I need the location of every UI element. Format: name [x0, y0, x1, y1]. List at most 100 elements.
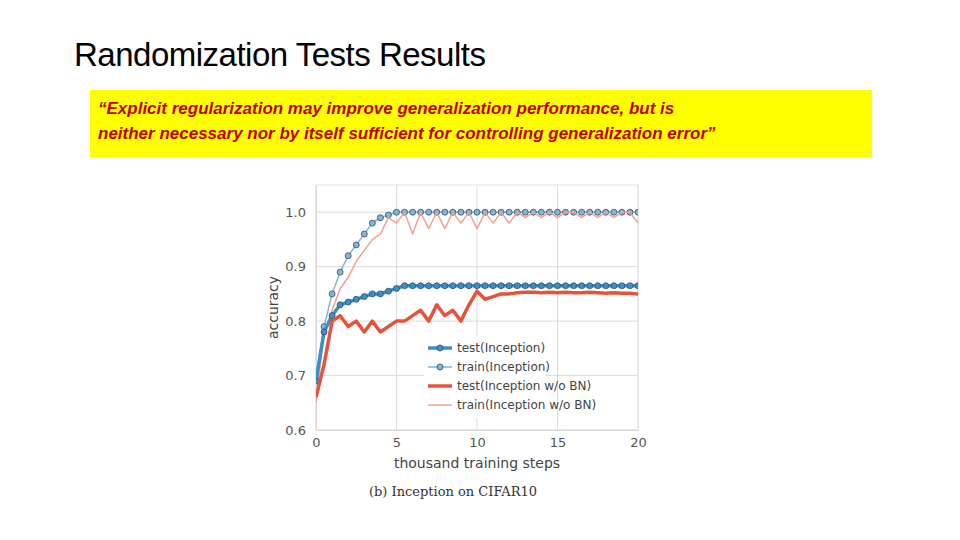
series-marker: [522, 283, 528, 289]
series-marker: [595, 209, 601, 215]
quote-line: “Explicit regularization may improve gen…: [98, 96, 864, 121]
tick-label: 20: [630, 435, 647, 450]
legend-label: test(Inception w/o BN): [457, 379, 591, 393]
x-axis-title: thousand training steps: [394, 455, 560, 471]
series-marker: [635, 283, 638, 289]
series-marker: [426, 283, 432, 289]
series-marker: [450, 283, 456, 289]
series-marker: [474, 283, 480, 289]
series-marker: [603, 283, 609, 289]
series-marker: [611, 209, 617, 215]
series-marker: [385, 288, 391, 294]
series-marker: [490, 209, 496, 215]
series-marker: [530, 283, 536, 289]
tick-label: 0.7: [285, 368, 306, 383]
series-marker: [394, 209, 400, 215]
legend: test(Inception) train(Inception) test(Ince…: [424, 336, 596, 418]
series-marker: [579, 283, 585, 289]
series-marker: [538, 283, 544, 289]
plot-marks: [316, 209, 638, 403]
tick-label: 5: [393, 435, 401, 450]
series-marker: [442, 283, 448, 289]
series-line: [316, 291, 638, 397]
tick: 0.8: [285, 314, 316, 329]
series-marker: [506, 283, 512, 289]
grid-line: [557, 185, 558, 430]
y-axis-title: accuracy: [265, 276, 281, 339]
tick: 0.6: [285, 423, 316, 438]
series-marker: [377, 215, 383, 221]
slide-title: Randomization Tests Results: [74, 36, 485, 74]
series-marker: [345, 253, 351, 259]
series-marker: [555, 209, 561, 215]
series-marker: [611, 283, 617, 289]
series-marker: [458, 209, 464, 215]
tick: 1.0: [285, 205, 316, 220]
tick-label: 0.6: [285, 423, 306, 438]
series-marker: [555, 283, 561, 289]
series-marker: [579, 209, 585, 215]
series-marker: [571, 283, 577, 289]
series-marker: [595, 283, 601, 289]
quote-line: neither necessary nor by itself sufficie…: [98, 121, 864, 146]
series-marker: [563, 283, 569, 289]
legend-swatch: [428, 404, 452, 406]
series-marker: [345, 299, 351, 305]
series-marker: [353, 296, 359, 302]
legend-marker: [437, 364, 443, 370]
series-marker: [627, 283, 633, 289]
series-marker: [619, 283, 625, 289]
tick-label: 0: [312, 435, 320, 450]
tick: 0.9: [285, 259, 316, 274]
series-marker: [361, 231, 367, 237]
x-axis: 0 5 10 15 20: [312, 430, 646, 450]
tick: 0: [312, 430, 320, 450]
series-marker: [474, 209, 480, 215]
series-marker: [418, 283, 424, 289]
series-marker: [329, 291, 335, 297]
quote-box: “Explicit regularization may improve gen…: [90, 90, 872, 157]
series-marker: [546, 283, 552, 289]
tick-label: 10: [469, 435, 486, 450]
grid-line: [316, 321, 638, 322]
series-marker: [514, 283, 520, 289]
series-marker: [402, 283, 408, 289]
plot-background: [316, 185, 638, 430]
series-marker: [369, 220, 375, 226]
series-marker: [490, 283, 496, 289]
legend-label: train(Inception): [457, 360, 550, 374]
chart: 0 5 10 15 20 0.6 0.7 0.8 0.9 1.0 test(Inception) tr…: [0, 0, 960, 540]
tick-label: 0.9: [285, 259, 306, 274]
series-marker: [410, 283, 416, 289]
series-marker: [434, 283, 440, 289]
y-axis: 0.6 0.7 0.8 0.9 1.0: [285, 186, 316, 438]
tick: 20: [630, 430, 647, 450]
series-marker: [361, 294, 367, 300]
series-marker: [635, 209, 638, 215]
series-marker: [337, 302, 343, 308]
legend-label: test(Inception): [457, 341, 545, 355]
series-marker: [587, 283, 593, 289]
series-marker: [369, 291, 375, 297]
grid-line: [316, 266, 638, 267]
tick: 5: [393, 430, 401, 450]
series-marker: [466, 283, 472, 289]
tick: 15: [550, 430, 567, 450]
series-marker: [522, 209, 528, 215]
chart-caption: (b) Inception on CIFAR10: [369, 484, 537, 499]
series-marker: [410, 209, 416, 215]
series-marker: [394, 285, 400, 291]
legend-label: train(Inception w/o BN): [457, 398, 596, 412]
series-marker: [538, 209, 544, 215]
series-marker: [506, 209, 512, 215]
series-marker: [482, 283, 488, 289]
series-marker: [426, 209, 432, 215]
series-marker: [353, 242, 359, 248]
legend-marker: [437, 345, 443, 351]
tick-label: 0.8: [285, 314, 306, 329]
series-marker: [377, 291, 383, 297]
series-marker: [321, 329, 327, 335]
series-marker: [498, 283, 504, 289]
series-marker: [337, 269, 343, 275]
tick-label: 1.0: [285, 205, 306, 220]
